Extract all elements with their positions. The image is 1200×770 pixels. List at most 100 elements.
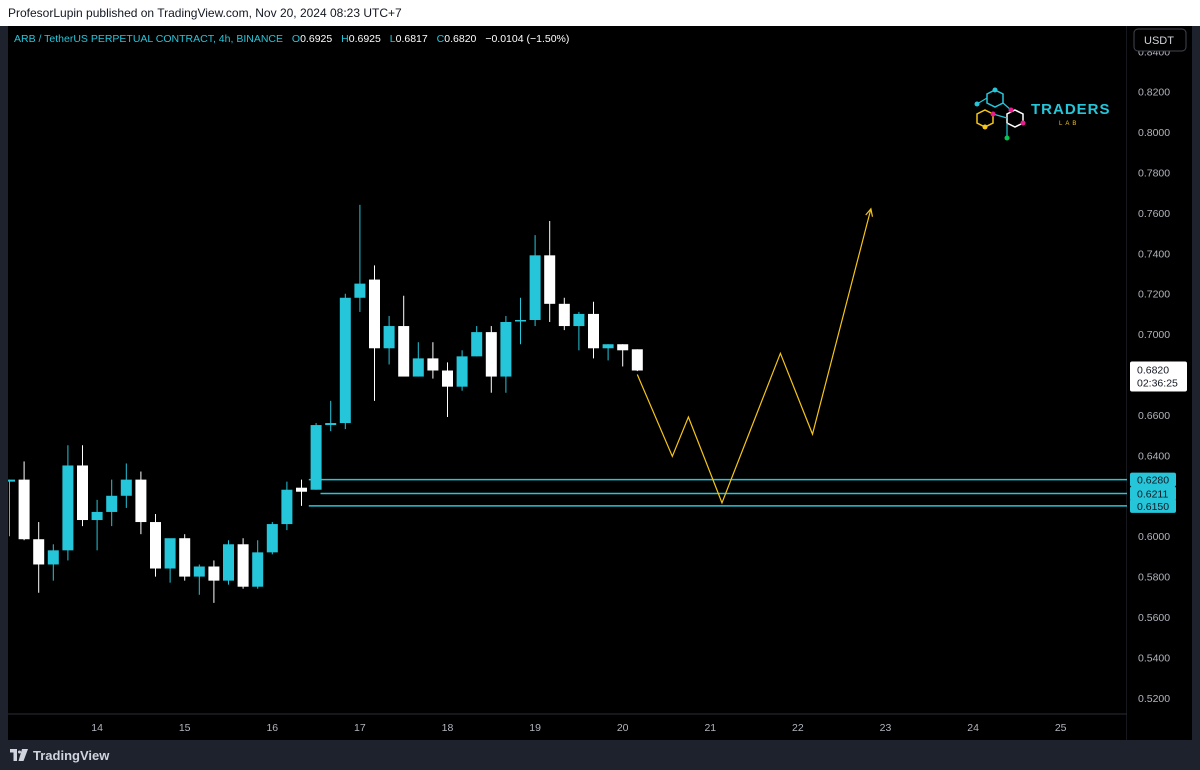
- candle-body: [223, 544, 234, 581]
- price-tick-label: 0.6400: [1138, 450, 1170, 462]
- chart-area[interactable]: 0.8400 0.8200 0.8000 0.7800 0.7600 0.7400 0.72…: [8, 26, 1192, 740]
- candle: [383, 315, 395, 365]
- candle-body: [296, 487, 307, 492]
- candle: [442, 362, 453, 417]
- candle-body: [427, 358, 439, 371]
- candle: [62, 445, 74, 561]
- publisher-bar: ProfesorLupin published on TradingView.c…: [0, 0, 1200, 26]
- candle-body: [91, 511, 103, 521]
- candle-body: [179, 538, 191, 577]
- time-tick-label: 21: [704, 722, 716, 734]
- currency-label: USDT: [1144, 35, 1174, 47]
- candle: [398, 295, 410, 377]
- time-tick-label: 14: [91, 722, 103, 734]
- candle: [631, 349, 643, 372]
- candle-body: [310, 425, 322, 490]
- candle: [412, 342, 424, 377]
- price-tick-label: 0.5600: [1138, 612, 1170, 624]
- projection-line: [636, 208, 872, 505]
- candle-body: [33, 539, 45, 565]
- projection-arrowhead: [865, 207, 874, 217]
- time-tick-label: 20: [617, 722, 629, 734]
- candle: [150, 513, 161, 577]
- symbol-name: ARB / TetherUS PERPETUAL CONTRACT, 4h, B…: [14, 33, 283, 45]
- high-value: 0.6925: [349, 33, 381, 45]
- price-tick-label: 0.5200: [1138, 693, 1170, 705]
- projection-path: [636, 207, 874, 505]
- candle: [588, 301, 599, 359]
- candle: [18, 461, 30, 541]
- candle: [252, 540, 264, 589]
- candle-body: [237, 544, 249, 587]
- candlestick-chart[interactable]: 0.84000.82000.80000.78000.76000.74000.72…: [8, 26, 1192, 740]
- price-tick-label: 0.5400: [1138, 652, 1170, 664]
- symbol-legend: ARB / TetherUS PERPETUAL CONTRACT, 4h, B…: [14, 33, 569, 45]
- candle: [33, 522, 45, 593]
- tradingview-brand: TradingView: [33, 747, 110, 763]
- candle-body: [412, 358, 424, 377]
- candle-body: [442, 370, 453, 387]
- open-label: O: [292, 33, 300, 45]
- candle: [179, 534, 191, 581]
- candle-body: [120, 479, 132, 496]
- candle: [573, 311, 585, 351]
- countdown-value: 02:36:25: [1137, 378, 1178, 390]
- candle-body: [558, 303, 570, 327]
- traders-lab-logo: TRADERS LAB: [974, 87, 1111, 141]
- candle-body: [135, 479, 147, 523]
- zone-label-bg: [1130, 498, 1176, 513]
- candle-body: [150, 522, 161, 569]
- candle: [266, 522, 278, 555]
- logo-hex-1: [986, 89, 1004, 108]
- logo-hex-3: [1006, 109, 1024, 128]
- candle: [193, 564, 205, 595]
- candle-body: [588, 313, 599, 349]
- candle: [485, 326, 497, 393]
- time-tick-label: 16: [266, 722, 278, 734]
- last-price-label: 0.6820 02:36:25: [1130, 361, 1187, 392]
- candle: [602, 344, 614, 361]
- logo-text-traders: TRADERS: [1031, 101, 1111, 118]
- candle-body: [354, 283, 366, 298]
- candle: [77, 445, 88, 527]
- candle-body: [383, 326, 395, 349]
- low-label: L: [390, 33, 396, 45]
- candle-body: [266, 524, 278, 553]
- change-value: −0.0104 (−1.50%): [485, 33, 569, 45]
- time-tick-label: 17: [354, 722, 366, 734]
- candle: [544, 220, 556, 323]
- time-axis-ticks: 14 15 16 17 18 19 20 21 22 23 24 25: [91, 722, 1066, 734]
- time-tick-label: 19: [529, 722, 541, 734]
- candle-body: [193, 566, 205, 577]
- candle: [456, 350, 468, 391]
- price-tick-label: 0.7400: [1138, 248, 1170, 260]
- candle: [223, 540, 234, 585]
- price-tick-label: 0.8200: [1138, 87, 1170, 99]
- price-tick-label: 0.8000: [1138, 127, 1170, 139]
- candle: [91, 499, 103, 551]
- candle: [296, 479, 307, 506]
- time-tick-label: 18: [442, 722, 454, 734]
- candle: [106, 479, 118, 527]
- close-value: 0.6820: [444, 33, 476, 45]
- candle-body: [339, 297, 351, 424]
- open-value: 0.6925: [300, 33, 332, 45]
- candle: [237, 538, 249, 589]
- time-tick-label: 22: [792, 722, 804, 734]
- last-price-value: 0.6820: [1137, 365, 1169, 377]
- zone-label-bg: [1130, 472, 1176, 487]
- candle: [471, 326, 483, 357]
- candle: [515, 297, 526, 345]
- candle-body: [471, 332, 483, 357]
- candle-body: [252, 552, 264, 587]
- time-tick-label: 25: [1055, 722, 1067, 734]
- tradingview-logo-icon: [10, 749, 28, 761]
- candle: [47, 544, 59, 581]
- candle-body: [106, 495, 118, 512]
- candle: [135, 471, 147, 535]
- candle-body: [325, 423, 337, 426]
- candle-body: [529, 255, 541, 320]
- price-tick-label: 0.7200: [1138, 289, 1170, 301]
- currency-button[interactable]: USDT: [1133, 28, 1187, 52]
